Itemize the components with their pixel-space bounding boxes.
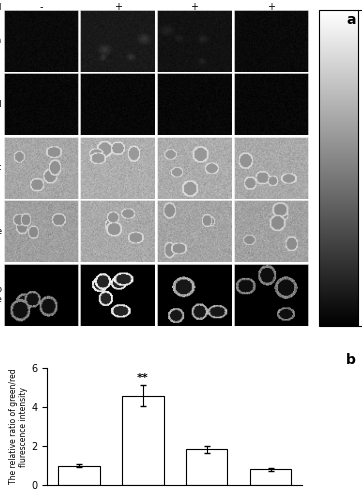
Bar (58, 466, 100, 485)
Text: +: + (267, 2, 275, 12)
Text: Bright: Bright (0, 164, 2, 172)
Text: Merge: Merge (0, 226, 2, 235)
Y-axis label: The relative ratio of green/red
flurescence intensity: The relative ratio of green/red fluresce… (9, 369, 28, 484)
Text: **: ** (137, 372, 149, 382)
Text: b: b (346, 352, 356, 366)
Text: a: a (346, 12, 356, 26)
Text: +: + (190, 2, 198, 12)
Bar (250, 470, 291, 485)
Text: Green: Green (0, 36, 2, 46)
Text: Ratio
image: Ratio image (0, 285, 2, 304)
Text: -: - (39, 2, 43, 12)
Text: Red: Red (0, 100, 2, 109)
Bar (186, 449, 227, 485)
Bar (122, 396, 164, 485)
Text: GSH: GSH (0, 3, 2, 12)
Text: +: + (114, 2, 122, 12)
